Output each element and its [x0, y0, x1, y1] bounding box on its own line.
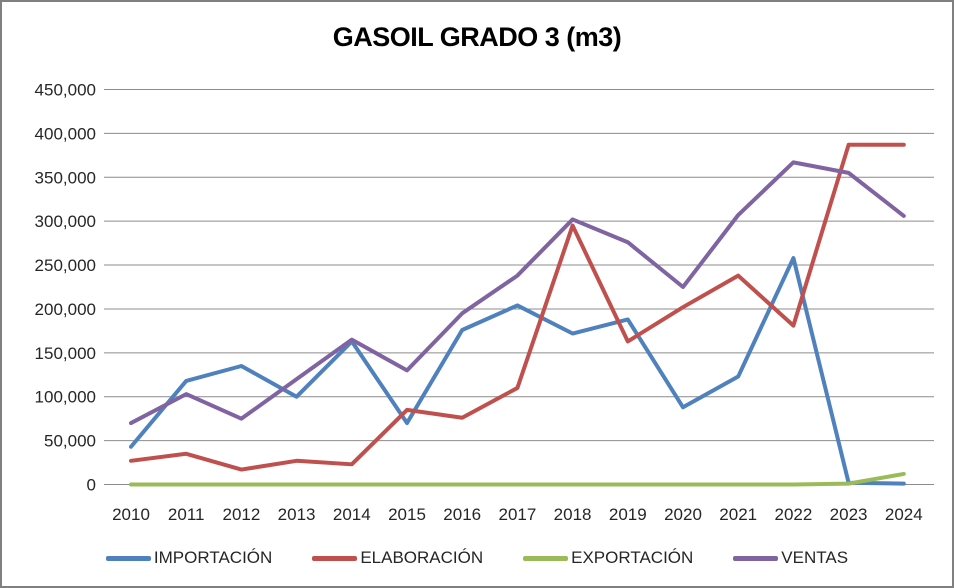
legend-swatch-elaboracin: [312, 555, 358, 561]
legend-label-ventas: VENTAS: [781, 548, 849, 567]
legend-label-exportacin: EXPORTACIÓN: [571, 548, 694, 567]
x-axis-tick-label: 2014: [333, 505, 371, 524]
chart-title: GASOIL GRADO 3 (m3): [332, 22, 622, 52]
x-axis-tick-label: 2019: [609, 505, 647, 524]
y-axis-tick-label: 0: [87, 476, 96, 495]
series-line-importacin: [129, 256, 906, 486]
y-axis-tick-label: 200,000: [35, 300, 96, 319]
legend-swatch-importacin: [105, 555, 151, 561]
legend-item-importacin: IMPORTACIÓN: [105, 548, 273, 568]
series-line-exportacin: [129, 471, 906, 487]
legend-swatch-exportacin: [523, 555, 569, 561]
y-axis-tick-label: 400,000: [35, 124, 96, 143]
x-axis-tick-label: 2016: [443, 505, 481, 524]
legend-label-importacin: IMPORTACIÓN: [153, 548, 273, 567]
y-axis-tick-label: 300,000: [35, 212, 96, 231]
x-axis-tick-label: 2018: [554, 505, 592, 524]
chart-legend: IMPORTACIÓN ELABORACIÓN EXPORTACIÓN VENTAS: [2, 548, 952, 568]
x-axis-tick-label: 2013: [278, 505, 316, 524]
y-axis-tick-label: 250,000: [35, 256, 96, 275]
legend-swatch-ventas: [733, 555, 779, 561]
y-axis-tick-label: 100,000: [35, 388, 96, 407]
x-axis-tick-label: 2015: [388, 505, 426, 524]
x-axis-tick-label: 2012: [222, 505, 260, 524]
series-line-elaboracin: [129, 142, 906, 472]
legend-label-elaboracin: ELABORACIÓN: [360, 548, 484, 567]
series-line-ventas: [129, 160, 906, 426]
y-axis-tick-label: 150,000: [35, 344, 96, 363]
y-axis-tick-label: 350,000: [35, 168, 96, 187]
x-axis-tick-label: 2010: [112, 505, 150, 524]
x-axis-tick-label: 2024: [885, 505, 923, 524]
x-axis-tick-label: 2022: [774, 505, 812, 524]
x-axis-tick-label: 2020: [664, 505, 702, 524]
legend-item-exportacin: EXPORTACIÓN: [523, 548, 693, 568]
x-axis-tick-label: 2011: [168, 505, 205, 524]
x-axis-tick-label: 2017: [498, 505, 536, 524]
legend-item-ventas: VENTAS: [733, 548, 848, 568]
y-axis-tick-label: 50,000: [44, 432, 96, 451]
x-axis-tick-label: 2023: [830, 505, 868, 524]
x-axis-tick-label: 2021: [719, 505, 757, 524]
legend-item-elaboracin: ELABORACIÓN: [312, 548, 483, 568]
y-axis-tick-label: 450,000: [35, 81, 96, 100]
